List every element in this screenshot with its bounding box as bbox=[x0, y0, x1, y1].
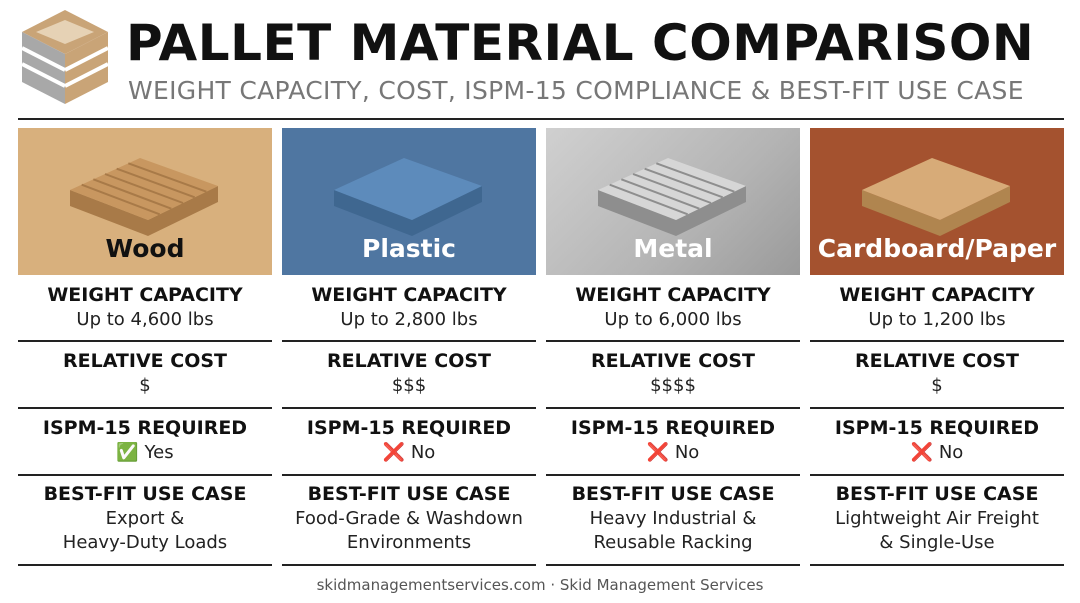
image-panel: Cardboard/Paper bbox=[810, 128, 1064, 275]
pallet-side bbox=[334, 190, 412, 236]
pallet-slat-gap bbox=[609, 183, 689, 216]
logo-slats bbox=[21, 46, 109, 88]
divider bbox=[546, 407, 800, 409]
pallet-slat-gap bbox=[655, 162, 735, 193]
pallet-slat-gap bbox=[104, 173, 184, 204]
section-label: ISPM-15 REQUIRED bbox=[42, 417, 248, 439]
header-rule bbox=[18, 118, 1064, 120]
pallet-side bbox=[70, 190, 148, 236]
section-value: $ bbox=[931, 375, 943, 396]
divider bbox=[282, 340, 536, 342]
divider bbox=[546, 474, 800, 476]
footer: skidmanagementservices.com · Skid Manage… bbox=[316, 576, 764, 594]
divider bbox=[282, 474, 536, 476]
section-value: Reusable Racking bbox=[593, 532, 753, 553]
section-value: Lightweight Air Freight bbox=[835, 508, 1039, 529]
divider bbox=[810, 407, 1064, 409]
image-panel: Metal bbox=[546, 128, 800, 275]
section-label: BEST-FIT USE CASE bbox=[43, 483, 247, 505]
section-value: ✅ Yes bbox=[116, 442, 174, 463]
section-value: $ bbox=[139, 375, 151, 396]
section-value: ❌ No bbox=[382, 442, 436, 463]
pallet-deck bbox=[862, 158, 1010, 220]
section-label: RELATIVE COST bbox=[62, 350, 227, 372]
pallet-slat-gap bbox=[116, 167, 196, 199]
image-panel: Plastic bbox=[282, 128, 536, 275]
section-value: ❌ No bbox=[910, 442, 964, 463]
subtitle: WEIGHT CAPACITY, COST, ISPM-15 COMPLIANC… bbox=[128, 76, 1024, 105]
section-label: ISPM-15 REQUIRED bbox=[834, 417, 1040, 439]
section-value: & Single-Use bbox=[879, 532, 995, 553]
divider bbox=[810, 340, 1064, 342]
divider bbox=[18, 340, 272, 342]
image-panel: Wood bbox=[18, 128, 272, 275]
section-label: WEIGHT CAPACITY bbox=[311, 284, 507, 306]
section-value: Up to 2,800 lbs bbox=[340, 309, 478, 330]
section-label: BEST-FIT USE CASE bbox=[307, 483, 511, 505]
section-value: $$$$ bbox=[650, 375, 696, 396]
section-value: Up to 1,200 lbs bbox=[868, 309, 1006, 330]
pallet-side bbox=[412, 186, 482, 236]
pallet-deck bbox=[334, 158, 482, 220]
divider bbox=[810, 564, 1064, 566]
pallet-slat-gap bbox=[81, 183, 161, 216]
divider bbox=[18, 474, 272, 476]
logo-right bbox=[65, 32, 108, 104]
pallet-slat-gap bbox=[92, 178, 172, 210]
section-label: BEST-FIT USE CASE bbox=[835, 483, 1039, 505]
section-value: Food-Grade & Washdown bbox=[295, 508, 523, 529]
logo-left bbox=[22, 32, 65, 104]
pallet-illustration bbox=[598, 158, 746, 236]
pallet-slat-gap bbox=[644, 167, 724, 199]
section-label: RELATIVE COST bbox=[590, 350, 755, 372]
divider bbox=[18, 407, 272, 409]
section-value: Environments bbox=[346, 532, 472, 553]
pallet-side bbox=[598, 190, 676, 236]
section-label: RELATIVE COST bbox=[854, 350, 1019, 372]
section-value: Up to 6,000 lbs bbox=[604, 309, 742, 330]
pallet-side bbox=[862, 190, 940, 236]
pallet-side bbox=[940, 186, 1010, 236]
section-value: Export & bbox=[105, 508, 185, 529]
material-name: Plastic bbox=[362, 234, 456, 263]
section-value: Heavy-Duty Loads bbox=[62, 532, 228, 553]
pallet-slat-gap bbox=[620, 178, 700, 210]
section-label: RELATIVE COST bbox=[326, 350, 491, 372]
column: Metal WEIGHT CAPACITY Up to 6,000 lbs RELAT… bbox=[546, 128, 800, 568]
divider bbox=[546, 564, 800, 566]
material-name: Wood bbox=[105, 234, 185, 263]
pallet-illustration bbox=[70, 158, 218, 236]
pallet-side bbox=[676, 186, 746, 236]
column: Plastic WEIGHT CAPACITY Up to 2,800 lbs REL… bbox=[282, 128, 536, 568]
pallet-illustration bbox=[862, 158, 1010, 236]
logo-inner bbox=[36, 20, 94, 44]
divider bbox=[810, 474, 1064, 476]
section-value: $$$ bbox=[391, 375, 427, 396]
divider bbox=[282, 407, 536, 409]
pallet-illustration bbox=[334, 158, 482, 236]
divider bbox=[18, 564, 272, 566]
section-label: ISPM-15 REQUIRED bbox=[570, 417, 776, 439]
section-label: WEIGHT CAPACITY bbox=[47, 284, 243, 306]
section-label: ISPM-15 REQUIRED bbox=[306, 417, 512, 439]
section-value: Heavy Industrial & bbox=[589, 508, 757, 529]
title: PALLET MATERIAL COMPARISON bbox=[126, 14, 1035, 72]
section-label: WEIGHT CAPACITY bbox=[839, 284, 1035, 306]
material-name: Metal bbox=[633, 234, 713, 263]
pallet-slat-gap bbox=[127, 162, 207, 193]
logo bbox=[21, 10, 109, 104]
section-value: ❌ No bbox=[646, 442, 700, 463]
pallet-slat-gap bbox=[632, 173, 712, 204]
divider bbox=[546, 340, 800, 342]
section-value: Up to 4,600 lbs bbox=[76, 309, 214, 330]
pallet-side bbox=[148, 186, 218, 236]
column: Wood WEIGHT CAPACITY Up to 4,600 lbs RELATI… bbox=[18, 128, 272, 568]
section-label: WEIGHT CAPACITY bbox=[575, 284, 771, 306]
column: Cardboard/Paper WEIGHT CAPACITY Up to 1,20… bbox=[810, 128, 1064, 568]
divider bbox=[282, 564, 536, 566]
section-label: BEST-FIT USE CASE bbox=[571, 483, 775, 505]
material-name: Cardboard/Paper bbox=[817, 234, 1057, 263]
